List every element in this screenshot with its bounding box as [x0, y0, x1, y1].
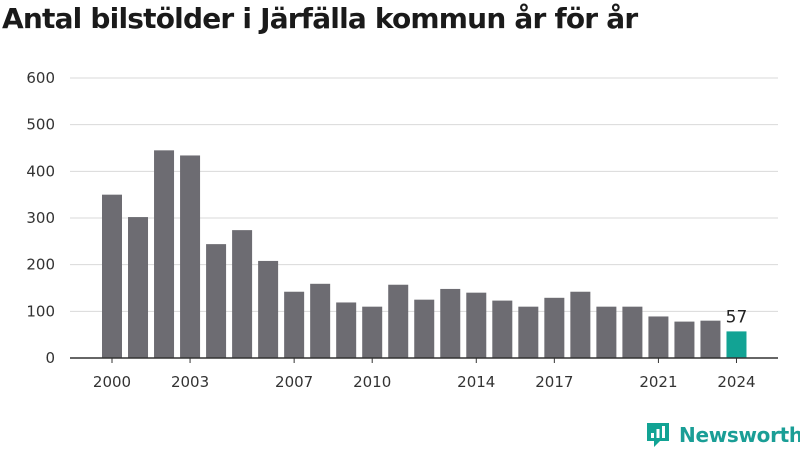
bar-2010 — [362, 306, 383, 358]
gridlines — [70, 77, 778, 312]
x-tick-label: 2021 — [639, 373, 677, 391]
bar-2001 — [128, 217, 149, 358]
bar-2015 — [492, 300, 513, 358]
bar-2013 — [440, 288, 461, 358]
y-tick-label: 200 — [26, 256, 55, 274]
bar-2014 — [466, 292, 487, 358]
x-tick-label: 2024 — [717, 373, 755, 391]
chart-title: Antal bilstölder i Järfälla kommun år fö… — [2, 2, 638, 35]
bar-2020 — [622, 306, 643, 358]
bar-2018 — [570, 291, 591, 358]
x-tick-label: 2003 — [171, 373, 209, 391]
newsworthy-logo-icon — [647, 423, 669, 447]
y-tick-label: 400 — [26, 162, 55, 180]
bars — [102, 150, 747, 358]
bar-2019 — [596, 306, 617, 358]
bar-2023 — [700, 320, 721, 358]
y-tick-label: 0 — [45, 349, 55, 367]
y-tick-label: 300 — [26, 209, 55, 227]
bar-2011 — [388, 284, 409, 358]
bar-2008 — [310, 283, 331, 358]
bar-2004 — [206, 244, 227, 358]
y-tick-label: 100 — [26, 302, 55, 320]
data-label-2024: 57 — [726, 307, 748, 327]
x-tick-label: 2007 — [275, 373, 313, 391]
bar-2009 — [336, 302, 357, 358]
y-tick-label: 600 — [26, 69, 55, 87]
x-tick-label: 2000 — [93, 373, 131, 391]
y-axis-ticks: 0 100 200 300 400 500 600 — [26, 69, 55, 367]
bar-2022 — [674, 321, 695, 358]
bar-2016 — [518, 306, 539, 358]
bar-2002 — [154, 150, 175, 358]
bar-2000 — [102, 194, 122, 358]
brand-name: Newsworthy — [679, 423, 800, 447]
bar-2021 — [648, 316, 669, 358]
bar-2005 — [232, 230, 253, 358]
x-tick-label: 2010 — [353, 373, 391, 391]
newsworthy-brand[interactable]: Newsworthy — [645, 420, 800, 450]
data-labels: 57 — [726, 307, 748, 327]
bar-2006 — [258, 260, 279, 358]
x-tick-label: 2017 — [535, 373, 573, 391]
bar-2017 — [544, 297, 565, 358]
bar-2003 — [180, 155, 201, 358]
bar-2024 — [726, 331, 747, 358]
bar-2007 — [284, 291, 305, 358]
x-tick-label: 2014 — [457, 373, 495, 391]
y-tick-label: 500 — [26, 116, 55, 134]
x-axis-ticks: 2000 2003 2007 2010 2014 2017 2021 2024 — [93, 358, 756, 391]
bar-2012 — [414, 299, 435, 358]
